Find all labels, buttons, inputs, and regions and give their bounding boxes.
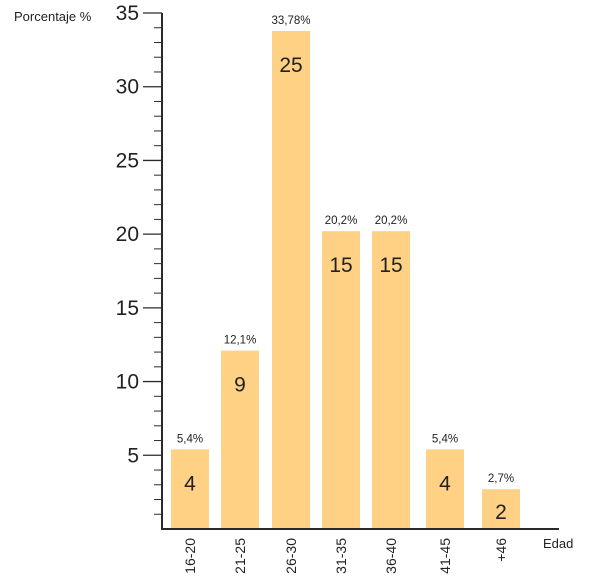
bar-36-40 [372, 231, 410, 530]
bar-count-label: 9 [234, 374, 246, 397]
x-axis-title: Edad [543, 536, 573, 551]
bar-percentage-label: 5,4% [177, 433, 203, 445]
bar-count-label: 2 [495, 501, 507, 524]
x-tick-label: 31-35 [333, 538, 349, 574]
x-tick-label: 16-20 [182, 538, 198, 574]
bar-count-label: 15 [329, 254, 352, 277]
bar-count-label: 4 [184, 472, 196, 495]
bar-count-label: 4 [439, 472, 451, 495]
y-axis-ticks: 5 10 15 20 25 30 35 [116, 2, 162, 515]
x-axis-ticks: 16-20 21-25 26-30 31-35 36-40 41-45 +46 [182, 538, 509, 574]
y-tick-label: 15 [116, 297, 139, 320]
y-tick-label: 30 [116, 76, 139, 99]
x-tick-label: 41-45 [437, 538, 453, 574]
y-axis-title: Porcentaje % [14, 9, 92, 24]
bar-percentage-label: 12,1% [224, 335, 257, 347]
bar-percentage-label: 5,4% [432, 433, 458, 445]
bars-group: 5,4% 4 12,1% 9 33,78% 25 20,2% 15 20,2% 15 5,4% 4 2,… [171, 15, 520, 530]
bar-41-45 [426, 449, 464, 529]
bar-16-20 [171, 449, 209, 529]
bar-26-30 [272, 30, 310, 529]
bar-31-35 [322, 231, 360, 530]
y-tick-label: 20 [116, 223, 139, 246]
bar-21-25 [221, 350, 259, 529]
x-tick-label: 26-30 [283, 538, 299, 574]
bar-count-label: 25 [279, 54, 302, 77]
bar-percentage-label: 2,7% [488, 473, 514, 485]
x-tick-label: 21-25 [232, 538, 248, 574]
y-tick-label: 10 [116, 371, 139, 394]
bar-count-label: 15 [379, 254, 402, 277]
bar-percentage-label: 33,78% [271, 15, 310, 27]
y-tick-label: 35 [116, 2, 139, 25]
y-tick-label: 5 [127, 444, 139, 467]
bar-+46 [482, 489, 520, 529]
x-tick-label: +46 [493, 538, 509, 562]
y-tick-label: 25 [116, 149, 139, 172]
x-tick-label: 36-40 [383, 538, 399, 574]
bar-percentage-label: 20,2% [375, 215, 408, 227]
bar-percentage-label: 20,2% [325, 215, 358, 227]
